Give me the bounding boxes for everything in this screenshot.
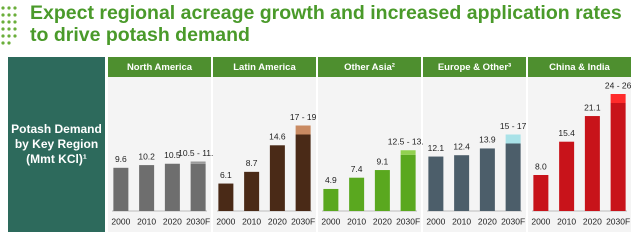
value-label: 9.6 (115, 154, 127, 164)
bar (505, 143, 521, 211)
panel-header (318, 57, 421, 77)
value-label: 7.4 (351, 164, 363, 174)
x-tick-label: 2010 (452, 216, 471, 226)
y-axis-label: Potash Demand by Key Region (Mmt KCl)¹ (8, 57, 105, 232)
bar-range (295, 125, 311, 135)
bar (584, 116, 600, 211)
dots-decoration (1, 6, 17, 45)
bar (559, 141, 575, 211)
value-label: 8.0 (535, 161, 547, 171)
x-tick-label: 2010 (557, 216, 576, 226)
bar (374, 170, 390, 211)
bar (218, 183, 234, 211)
value-label: 13.9 (479, 135, 496, 145)
bar (533, 175, 549, 211)
x-tick-label: 2030F (606, 216, 630, 226)
panel-header (213, 57, 316, 77)
value-label: 15.4 (558, 128, 575, 138)
x-tick-label: 2010 (242, 216, 261, 226)
x-tick-label: 2000 (321, 216, 340, 226)
bar (610, 103, 626, 211)
bar (113, 167, 129, 211)
bar (244, 171, 260, 211)
value-label: 17 - 19 (290, 112, 317, 122)
bar (164, 163, 180, 211)
bar-range (505, 134, 521, 144)
x-tick-label: 2000 (216, 216, 235, 226)
x-tick-label: 2030F (186, 216, 210, 226)
panel-title: China & India (549, 62, 610, 73)
x-tick-label: 2010 (347, 216, 366, 226)
page: North America 9.6 2000 10.2 2010 10.5 2020 10.5… (1, 2, 632, 232)
panel-title: North America (127, 62, 193, 73)
bar (400, 154, 416, 211)
bar-range (400, 150, 416, 155)
value-label: 15 - 17 (500, 121, 527, 131)
panel-title: Other Asia² (344, 62, 395, 73)
x-tick-label: 2020 (583, 216, 602, 226)
panel-title: Europe & Other³ (438, 62, 511, 73)
x-tick-label: 2010 (137, 216, 156, 226)
x-tick-label: 2020 (268, 216, 287, 226)
bar (479, 148, 495, 211)
bar-range (190, 161, 206, 164)
panel-header (528, 57, 631, 77)
x-tick-label: 2020 (163, 216, 182, 226)
panel-header (423, 57, 526, 77)
value-label: 10.5 - 11.0 (178, 148, 218, 158)
chart: North America 9.6 2000 10.2 2010 10.5 2020 10.5… (1, 6, 632, 232)
x-tick-label: 2000 (426, 216, 445, 226)
bar-range (610, 94, 626, 103)
x-tick-label: 2020 (478, 216, 497, 226)
bar (190, 163, 206, 211)
x-tick-label: 2030F (291, 216, 315, 226)
x-tick-label: 2030F (396, 216, 420, 226)
x-tick-label: 2020 (373, 216, 392, 226)
value-label: 14.6 (269, 132, 286, 142)
value-label: 12.4 (453, 141, 470, 151)
x-tick-label: 2000 (531, 216, 550, 226)
bar (295, 134, 311, 211)
value-label: 6.1 (220, 170, 232, 180)
bar (428, 156, 444, 211)
value-label: 4.9 (325, 175, 337, 185)
bar (269, 145, 285, 211)
value-label: 9.1 (376, 156, 388, 166)
value-label: 24 - 26 (605, 80, 632, 90)
value-label: 21.1 (584, 102, 601, 112)
page-title: Expect regional acreage growth and incre… (30, 2, 622, 46)
value-label: 10.2 (138, 151, 155, 161)
bar (454, 155, 470, 211)
bar (323, 188, 339, 211)
panel-header (108, 57, 211, 77)
panel-title: Latin America (233, 62, 296, 73)
x-tick-label: 2000 (111, 216, 130, 226)
value-label: 8.7 (246, 158, 258, 168)
value-label: 12.1 (428, 143, 445, 153)
bar (139, 165, 155, 211)
value-label: 10.5 (164, 150, 181, 160)
bar (349, 177, 365, 211)
x-tick-label: 2030F (501, 216, 525, 226)
value-label: 12.5 - 13.5 (388, 137, 429, 147)
